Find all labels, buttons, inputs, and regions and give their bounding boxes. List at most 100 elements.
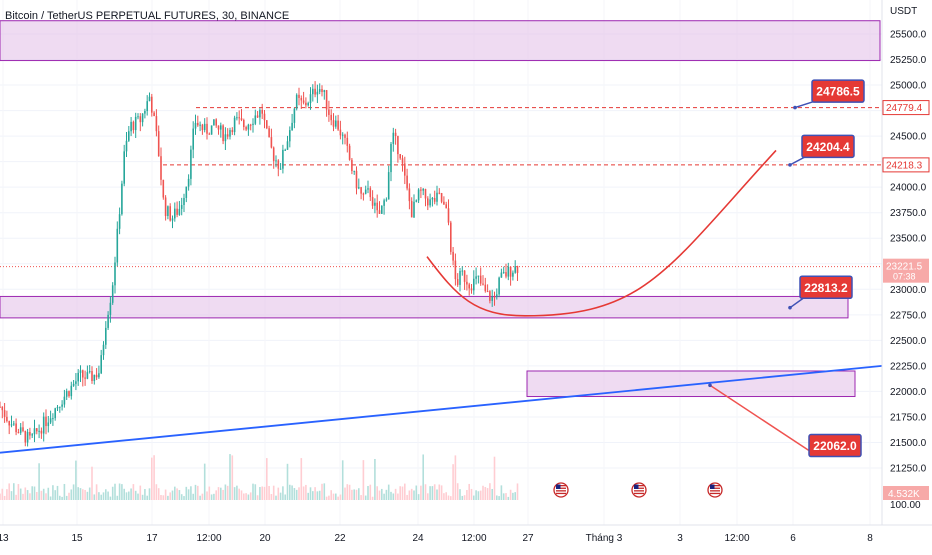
volume-bar	[91, 466, 93, 500]
volume-bar	[337, 496, 339, 500]
candle-body	[240, 118, 243, 121]
candle-body	[447, 208, 450, 223]
candle-body	[404, 163, 406, 176]
volume-bar	[328, 495, 330, 500]
volume-bar	[417, 494, 420, 500]
volume-bar	[431, 486, 434, 500]
volume-bar	[367, 485, 369, 500]
candle-body	[321, 89, 323, 93]
callout-box[interactable]	[808, 433, 862, 458]
candle-body	[468, 284, 470, 289]
callout-box[interactable]	[799, 275, 853, 300]
candle-body	[330, 114, 332, 121]
volume-bar	[180, 494, 183, 500]
candle-body	[339, 129, 342, 136]
callout-pointer	[709, 384, 816, 456]
candle-body	[111, 285, 114, 303]
candle-body	[293, 108, 296, 123]
candle-body	[477, 275, 480, 277]
candle-body	[376, 202, 378, 211]
volume-bar	[470, 488, 473, 500]
candle-body	[452, 251, 454, 261]
candle-body	[245, 127, 247, 130]
callout-label: 24786.5	[816, 85, 860, 99]
candle-body	[238, 117, 240, 119]
lower-target-zone[interactable]	[526, 370, 856, 398]
flag-stripe	[556, 487, 566, 489]
candle-body	[420, 189, 422, 191]
candle-body	[233, 117, 236, 133]
candle-body	[109, 302, 112, 315]
candle-body	[171, 218, 174, 221]
volume-bar	[493, 456, 496, 500]
volume-bar	[422, 454, 424, 500]
candle-body	[86, 372, 89, 379]
flag-stripe	[634, 492, 644, 495]
candle-body	[194, 122, 197, 129]
candle-body	[312, 88, 314, 95]
volume-bar	[208, 486, 211, 500]
volume-bar	[61, 496, 63, 500]
candle-body	[362, 193, 365, 195]
volume-bar	[399, 486, 401, 500]
volume-bar	[98, 492, 100, 500]
volume-bar	[272, 485, 275, 500]
volume-bar	[438, 484, 441, 500]
candle-body	[162, 179, 165, 198]
volume-bar	[466, 490, 468, 500]
candle-body	[261, 109, 263, 114]
time-tick-label: 6	[790, 533, 796, 544]
rounding-bottom-curve[interactable]	[426, 149, 777, 317]
trendline[interactable]	[0, 364, 883, 454]
volume-bar	[307, 492, 309, 500]
volume-bar	[415, 485, 418, 500]
volume-bar	[233, 487, 236, 500]
candle-body	[514, 266, 516, 273]
volume-bar	[323, 483, 326, 500]
candle-body	[263, 113, 266, 121]
callout-box[interactable]	[811, 79, 865, 103]
candle-body	[369, 188, 372, 198]
flag-stripe	[556, 485, 566, 487]
volume-bar	[387, 484, 390, 500]
candle-body	[49, 418, 52, 423]
volume-bar	[406, 494, 408, 500]
candle-body	[259, 109, 261, 118]
candle-body	[470, 288, 473, 291]
volume-bar	[410, 488, 413, 500]
candle-body	[505, 272, 507, 277]
volume-bar	[6, 489, 8, 500]
support-zone[interactable]	[0, 295, 849, 319]
callout-box[interactable]	[801, 134, 855, 159]
candle-body	[118, 214, 121, 229]
volume-bar	[443, 493, 445, 500]
candle-body	[22, 427, 24, 432]
volume-bar	[489, 483, 491, 500]
candle-body	[268, 128, 270, 138]
volume-bar	[364, 495, 367, 500]
time-tick-label: 12:00	[724, 533, 749, 544]
candle-body	[3, 410, 6, 417]
candle-body	[132, 121, 135, 131]
candle-body	[516, 266, 519, 273]
candle-body	[183, 197, 185, 206]
volume-bar	[371, 496, 374, 500]
candle-body	[13, 423, 15, 425]
candle-body	[146, 101, 148, 112]
volume-bar	[413, 490, 415, 500]
callout-label: 22813.2	[804, 281, 848, 295]
top-resistance-zone[interactable]	[0, 20, 881, 62]
volume-bar	[509, 489, 512, 500]
volume-bar	[316, 491, 319, 500]
candle-body	[348, 145, 351, 160]
candle-body	[387, 172, 390, 200]
candle-body	[266, 120, 268, 129]
candle-body	[98, 373, 100, 378]
candle-body	[463, 270, 466, 282]
candle-body	[341, 134, 344, 136]
volume-bar	[157, 488, 160, 500]
candle-body	[466, 281, 468, 285]
volume-axis-label: 100.00	[890, 500, 921, 511]
